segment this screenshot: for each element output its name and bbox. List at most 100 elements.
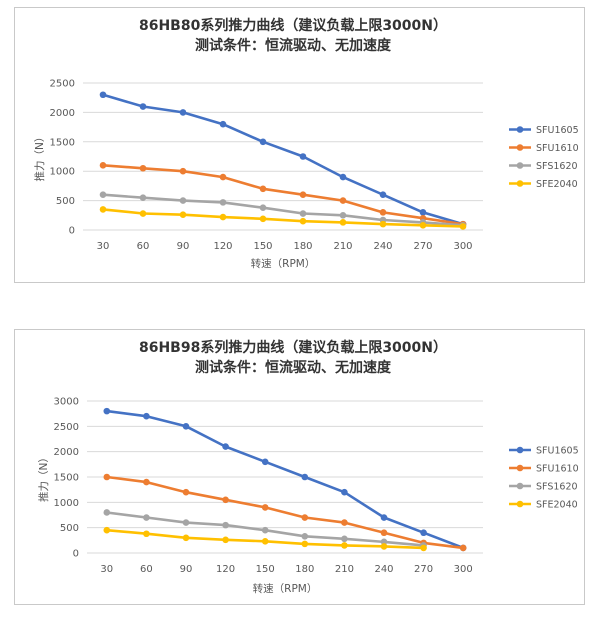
x-tick-label: 300 xyxy=(453,241,472,252)
data-point-sfu1610 xyxy=(341,519,348,526)
x-tick-label: 180 xyxy=(293,241,312,252)
series-line-sfu1605 xyxy=(106,409,464,550)
y-tick-label: 0 xyxy=(73,549,79,560)
x-tick-label: 300 xyxy=(454,564,473,575)
data-point-sfs1620 xyxy=(182,519,190,526)
data-point-sfs1620 xyxy=(103,509,111,516)
y-tick-label: 1000 xyxy=(50,167,75,178)
y-axis-title: 推力（N） xyxy=(33,132,46,182)
data-point-sfe2040 xyxy=(139,210,147,217)
chart-panel-86hb98: 86HB98系列推力曲线（建议负载上限3000N） 测试条件：恒流驱动、无加速度… xyxy=(14,329,585,605)
data-point-sfs1620 xyxy=(179,197,187,204)
data-point-sfu1610 xyxy=(182,488,190,496)
plot-area: 0 500 1000 1500 2000 2500 30 60 90 120 150 180 210 24… xyxy=(50,79,483,252)
data-point-sfs1620 xyxy=(222,521,229,529)
data-point-sfs1620 xyxy=(139,194,147,201)
x-tick-label: 150 xyxy=(253,241,272,252)
y-tick-label: 1500 xyxy=(54,473,79,484)
data-point-sfe2040 xyxy=(179,211,187,219)
data-point-sfe2040 xyxy=(182,534,190,542)
data-point-sfs1620 xyxy=(99,191,107,199)
chart-title: 86HB98系列推力曲线（建议负载上限3000N） xyxy=(139,339,447,356)
legend: SFU1605 SFU1610 SFS1620 SFE2040 xyxy=(509,125,579,190)
legend-label-sfu1610: SFU1610 xyxy=(536,143,579,154)
data-point-sfe2040 xyxy=(261,538,269,545)
x-tick-label: 60 xyxy=(137,241,150,252)
data-point-sfs1620 xyxy=(259,204,267,211)
y-tick-label: 0 xyxy=(69,226,75,237)
data-point-sfe2040 xyxy=(222,536,229,544)
legend-marker-sfu1605 xyxy=(516,126,524,133)
legend-marker-sfu1610 xyxy=(516,464,524,472)
x-tick-label: 120 xyxy=(216,564,235,575)
plot-area: 0 500 1000 1500 2000 2500 3000 30 60 90 120 150 180 2… xyxy=(54,397,483,575)
data-point-sfs1620 xyxy=(143,514,150,521)
y-tick-label: 1500 xyxy=(50,137,75,148)
y-tick-label: 2000 xyxy=(50,108,75,119)
series-line-sfs1620 xyxy=(102,193,464,227)
data-point-sfs1620 xyxy=(341,535,348,543)
x-tick-label: 270 xyxy=(413,241,432,252)
data-point-sfu1605 xyxy=(380,514,388,521)
y-tick-label: 500 xyxy=(60,523,79,534)
legend-marker-sfs1620 xyxy=(516,482,524,490)
data-point-sfu1605 xyxy=(103,407,111,415)
legend-label-sfu1605: SFU1605 xyxy=(536,125,579,136)
data-point-sfe2040 xyxy=(143,530,150,538)
y-axis-title: 推力（N） xyxy=(37,452,50,502)
data-point-sfu1610 xyxy=(379,209,387,216)
data-point-sfu1605 xyxy=(139,103,147,110)
chart-title: 86HB80系列推力曲线（建议负载上限3000N） xyxy=(139,17,447,34)
data-point-sfe2040 xyxy=(380,543,388,550)
chart-subtitle: 测试条件：恒流驱动、无加速度 xyxy=(195,37,392,54)
data-point-sfu1610 xyxy=(459,544,467,552)
y-tick-label: 2500 xyxy=(50,79,75,90)
data-point-sfu1605 xyxy=(379,191,387,199)
x-tick-label: 240 xyxy=(374,564,393,575)
data-point-sfu1605 xyxy=(341,488,348,496)
chart-86hb98: 86HB98系列推力曲线（建议负载上限3000N） 测试条件：恒流驱动、无加速度… xyxy=(37,339,579,595)
data-point-sfu1605 xyxy=(301,473,309,481)
data-point-sfu1610 xyxy=(380,529,388,537)
chart-panel-86hb80: 86HB80系列推力曲线（建议负载上限3000N） 测试条件：恒流驱动、无加速度… xyxy=(14,7,585,283)
chart-86hb80: 86HB80系列推力曲线（建议负载上限3000N） 测试条件：恒流驱动、无加速度… xyxy=(33,17,579,270)
data-point-sfe2040 xyxy=(219,213,227,221)
x-tick-label: 30 xyxy=(100,564,113,575)
data-point-sfu1605 xyxy=(179,109,187,116)
x-tick-label: 210 xyxy=(333,241,352,252)
data-point-sfe2040 xyxy=(103,526,111,534)
data-point-sfs1620 xyxy=(261,526,269,534)
legend-label-sfe2040: SFE2040 xyxy=(536,179,578,190)
x-tick-label: 270 xyxy=(414,564,433,575)
x-axis-title: 转速（RPM） xyxy=(253,582,318,595)
x-axis-title: 转速（RPM） xyxy=(251,257,316,270)
data-point-sfe2040 xyxy=(379,220,387,228)
x-tick-label: 90 xyxy=(180,564,193,575)
legend-label-sfu1610: SFU1610 xyxy=(536,464,579,475)
data-point-sfe2040 xyxy=(339,219,347,226)
data-point-sfu1605 xyxy=(219,120,227,128)
legend-marker-sfs1620 xyxy=(516,162,524,169)
data-point-sfu1605 xyxy=(259,138,267,146)
data-point-sfe2040 xyxy=(259,215,267,223)
data-point-sfu1610 xyxy=(143,478,150,486)
x-tick-label: 150 xyxy=(256,564,275,575)
data-point-sfu1605 xyxy=(143,412,150,420)
legend-marker-sfe2040 xyxy=(516,500,524,508)
data-point-sfe2040 xyxy=(299,217,307,225)
series-line-sfu1610 xyxy=(106,475,464,550)
data-point-sfu1605 xyxy=(420,529,427,537)
series-line-sfu1605 xyxy=(102,93,464,226)
data-point-sfu1610 xyxy=(301,514,309,521)
legend-marker-sfu1610 xyxy=(516,144,524,151)
x-tick-label: 180 xyxy=(295,564,314,575)
data-point-sfe2040 xyxy=(99,206,107,213)
data-point-sfu1605 xyxy=(99,91,107,99)
legend-marker-sfu1605 xyxy=(516,446,524,454)
data-point-sfu1610 xyxy=(339,197,347,204)
data-point-sfe2040 xyxy=(419,221,427,229)
legend-label-sfs1620: SFS1620 xyxy=(536,161,578,172)
data-point-sfe2040 xyxy=(459,223,467,230)
data-point-sfs1620 xyxy=(301,532,309,540)
data-point-sfu1605 xyxy=(261,458,269,466)
